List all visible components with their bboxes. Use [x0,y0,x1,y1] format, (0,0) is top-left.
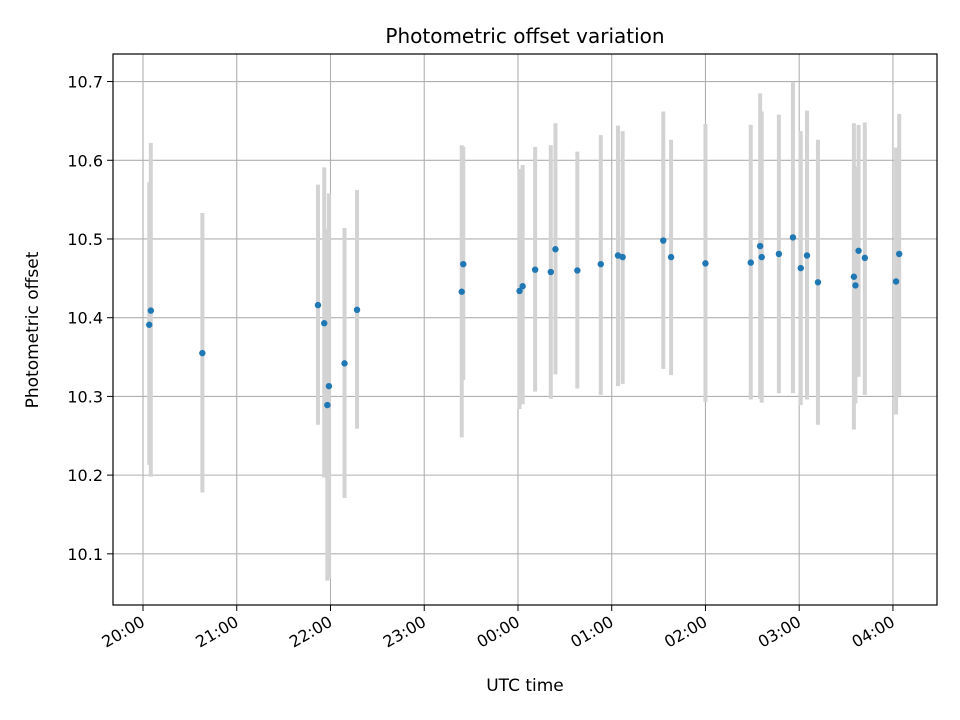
data-point [861,254,869,262]
data-point [597,260,604,268]
data-point [147,307,155,314]
data-point [660,237,667,244]
y-tick-label: 10.4 [67,309,103,328]
data-point [460,260,467,268]
chart-title: Photometric offset variation [385,24,664,48]
data-point [850,273,858,280]
data-points [146,234,903,409]
data-point [199,349,206,357]
y-tick-label: 10.5 [67,230,103,249]
y-axis-ticks: 10.1 10.2 10.3 10.4 10.5 10.6 10.7 [67,73,113,564]
data-point [789,234,797,241]
data-point [353,306,361,314]
data-point [852,282,859,289]
data-point [531,266,539,273]
data-point [758,253,765,261]
data-point [814,279,822,286]
data-point [146,321,153,328]
data-point [574,267,581,274]
data-point [458,288,465,295]
data-point [552,246,559,253]
y-tick-label: 10.7 [67,73,103,92]
data-point [321,320,328,327]
data-point [775,250,783,258]
data-point [516,287,523,295]
data-point [325,382,333,390]
data-point [341,360,348,367]
data-point [547,268,554,276]
data-point [519,283,526,290]
plot-frame [112,53,938,606]
data-point [324,401,331,409]
y-tick-label: 10.6 [67,151,103,170]
x-axis-label: UTC time [486,676,564,696]
data-point [314,301,322,309]
y-tick-label: 10.3 [67,387,103,406]
data-point [667,253,675,261]
data-point [855,247,862,254]
data-point [619,253,626,261]
data-point [756,242,764,250]
y-tick-label: 10.1 [67,545,103,564]
y-tick-label: 10.2 [67,466,103,485]
data-point [702,260,709,267]
data-point [797,264,804,272]
data-point [803,252,811,259]
data-point [895,250,903,258]
y-axis-label: Photometric offset [23,251,43,408]
data-point [747,259,754,266]
data-point [892,278,900,285]
